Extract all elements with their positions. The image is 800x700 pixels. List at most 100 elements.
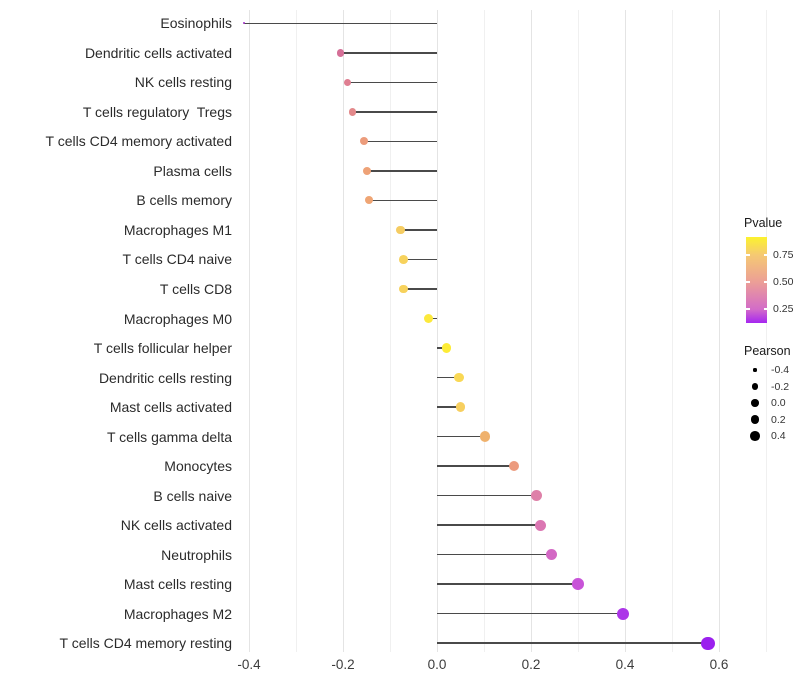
colorbar-tick-label: 0.75: [773, 249, 794, 262]
lollipop-dot: [454, 372, 465, 383]
colorbar-tick: [746, 308, 750, 311]
plot-panel: [237, 10, 778, 652]
x-tick-label: 0.6: [709, 657, 729, 672]
pearson-legend-dot: [750, 431, 760, 441]
lollipop-dot: [441, 343, 452, 353]
category-label: Macrophages M0: [123, 310, 232, 327]
pearson-legend-dot: [750, 415, 760, 424]
gridline: [718, 10, 720, 652]
pearson-legend-label: -0.2: [771, 380, 790, 393]
lollipop-stick: [367, 170, 437, 172]
gridline: [624, 10, 626, 652]
lollipop-stick: [437, 583, 578, 585]
lollipop-dot: [395, 225, 405, 235]
category-label: Macrophages M2: [123, 605, 232, 622]
pearson-legend-dot: [751, 383, 759, 390]
colorbar-tick: [746, 254, 750, 256]
category-label: T cells follicular helper: [93, 340, 232, 357]
x-tick-label: -0.4: [237, 657, 261, 672]
lollipop-dot: [398, 255, 408, 264]
lollipop-dot: [572, 578, 584, 591]
category-label: T cells CD4 naive: [122, 251, 232, 268]
x-tick-label: -0.2: [331, 657, 355, 672]
colorbar-tick: [763, 280, 767, 283]
category-label: Dendritic cells resting: [98, 369, 232, 386]
lollipop-dot: [455, 402, 466, 412]
lollipop-stick: [437, 494, 537, 497]
lollipop-stick: [437, 553, 552, 556]
category-label: Neutrophils: [161, 546, 232, 563]
gridline: [530, 10, 532, 652]
category-label: T cells CD8: [159, 280, 232, 297]
category-label: T cells CD4 memory resting: [59, 635, 232, 652]
lollipop-stick: [347, 81, 437, 84]
category-label: NK cells resting: [134, 74, 232, 91]
lollipop-stick: [364, 140, 437, 143]
category-label: T cells regulatory Tregs: [82, 103, 232, 120]
pearson-legend-dot: [753, 368, 757, 372]
gridline: [671, 10, 673, 652]
gridline: [765, 10, 767, 652]
pearson-legend-dot: [751, 399, 759, 407]
gridline: [295, 10, 297, 652]
lollipop-dot: [546, 548, 558, 561]
gridline: [577, 10, 579, 652]
lollipop-stick: [437, 435, 485, 438]
pvalue-colorbar: [746, 237, 767, 323]
lollipop-dot: [616, 607, 630, 620]
lollipop-dot: [701, 636, 715, 650]
category-label: Mast cells activated: [109, 399, 232, 416]
x-tick-label: 0.0: [427, 657, 447, 672]
lollipop-dot: [398, 284, 408, 294]
category-label: NK cells activated: [120, 517, 232, 534]
colorbar-tick: [763, 308, 767, 311]
lollipop-stick: [437, 376, 460, 379]
lollipop-stick: [400, 229, 437, 231]
lollipop-dot: [364, 196, 373, 205]
gridline: [342, 10, 344, 652]
lollipop-stick: [437, 612, 624, 615]
lollipop-dot: [243, 22, 246, 25]
category-label: T cells CD4 memory activated: [45, 133, 232, 150]
category-label: T cells gamma delta: [106, 428, 232, 445]
pearson-legend-label: 0.4: [771, 430, 786, 442]
colorbar-tick-label: 0.25: [773, 303, 794, 316]
category-label: Plasma cells: [153, 162, 232, 179]
category-label: Monocytes: [164, 458, 232, 475]
x-tick-label: 0.4: [615, 657, 635, 672]
lollipop-dot: [535, 519, 547, 531]
colorbar-tick: [763, 254, 767, 256]
lollipop-dot: [363, 166, 372, 175]
category-label: Mast cells resting: [123, 576, 232, 593]
lollipop-dot: [348, 108, 357, 116]
lollipop-dot: [479, 431, 491, 442]
category-label: Eosinophils: [160, 15, 232, 32]
lollipop-dot: [508, 460, 520, 472]
pearson-legend-label: 0.2: [771, 413, 786, 426]
gridline: [248, 10, 250, 652]
pvalue-legend-title: Pvalue: [744, 216, 783, 230]
lollipop-stick: [352, 111, 437, 113]
lollipop-stick: [403, 258, 437, 261]
lollipop-stick: [437, 642, 709, 644]
category-label: B cells memory: [136, 192, 232, 209]
lollipop-stick: [437, 406, 461, 408]
colorbar-tick: [746, 280, 750, 283]
gridline: [436, 10, 438, 652]
lollipop-stick: [340, 52, 437, 54]
x-tick-label: 0.2: [521, 657, 541, 672]
lollipop-stick: [437, 524, 541, 526]
lollipop-stick: [403, 288, 437, 290]
gridline: [389, 10, 391, 652]
lollipop-dot: [336, 49, 345, 57]
lollipop-stick: [368, 199, 437, 202]
lollipop-stick: [244, 22, 437, 25]
colorbar-tick-label: 0.50: [773, 275, 794, 288]
pearson-legend-label: 0.0: [771, 397, 786, 409]
lollipop-dot: [423, 313, 434, 324]
category-label: Macrophages M1: [123, 221, 232, 238]
lollipop-dot: [360, 137, 369, 146]
pearson-legend-title: Pearson: [744, 344, 791, 358]
lollipop-dot: [343, 78, 352, 87]
